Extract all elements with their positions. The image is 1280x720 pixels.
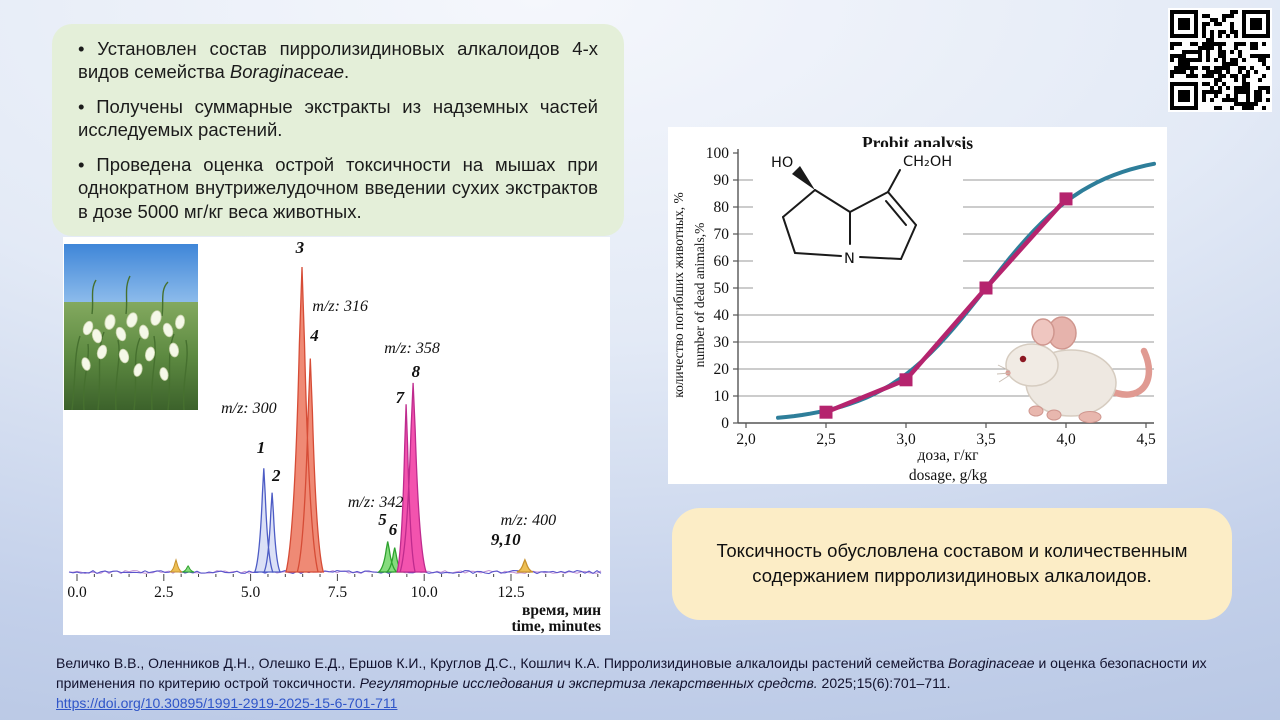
probit-x-axis-label-ru: доза, г/кг	[917, 447, 979, 464]
mz-label: m/z: 316	[312, 298, 368, 315]
bullet-glyph: •	[78, 95, 97, 117]
flower-bells	[81, 310, 185, 381]
citation-text: Величко В.В., Оленников Д.Н., Олешко Е.Д…	[56, 655, 1207, 691]
chrom-x-tick: 7.5	[328, 584, 348, 601]
probit-panel: Probit analysis количество погибших живо…	[668, 127, 1167, 484]
chrom-x-tick: 0.0	[67, 584, 87, 601]
mz-label: m/z: 342	[348, 494, 404, 511]
mouse-whiskers	[996, 364, 1011, 383]
mouse-head	[1005, 343, 1059, 387]
chromatogram-panel: 0.0 2.5 5.0 7.5 10.0 12.5 время, мин time, minu…	[63, 237, 610, 635]
observed-data-point	[819, 405, 833, 419]
summary-bullet: • Проведена оценка острой токсичности на…	[78, 153, 598, 222]
bullet-glyph: •	[78, 153, 97, 175]
wedge-bond	[792, 166, 815, 190]
probit-x-axis-label-en: dosage, g/kg	[908, 467, 988, 484]
probit-y-tick: 10	[714, 388, 730, 405]
probit-y-tick: 100	[706, 145, 730, 162]
probit-y-tick: 90	[714, 172, 730, 189]
peak-number-label: 4	[309, 326, 319, 345]
probit-y-tick: 40	[714, 307, 730, 324]
mouse-front-paw	[1028, 405, 1044, 417]
hydroxyl-label: HO	[771, 155, 793, 171]
doi-link[interactable]: https://doi.org/10.30895/1991-2919-2025-…	[56, 695, 398, 712]
mouse-illustration	[996, 316, 1153, 423]
probit-y-tick: 50	[714, 280, 730, 297]
probit-x-tick: 4,5	[1136, 431, 1156, 448]
citation-segment: и оценка безопасности их применения по к…	[56, 655, 1207, 691]
chrom-x-tick: 10.0	[411, 584, 438, 601]
bullet-glyph: •	[78, 38, 98, 59]
qr-code	[1168, 8, 1272, 112]
chrom-x-axis-label-ru: время, мин	[522, 602, 601, 619]
mz-label: m/z: 300	[221, 400, 277, 417]
toxicity-box: Токсичность обусловлена составом и колич…	[672, 508, 1232, 620]
probit-y-tick: 70	[714, 226, 730, 243]
probit-y-tick: 60	[714, 253, 730, 270]
citation: Величко В.В., Оленников Д.Н., Олешко Е.Д…	[56, 654, 1236, 714]
mouse-front-paw-2	[1046, 409, 1062, 421]
summary-box: • Установлен состав пирролизидиновых алк…	[52, 24, 624, 237]
observed-data-point	[979, 281, 993, 295]
retronecine-structure-icon: HO CH₂OH N	[753, 147, 963, 292]
probit-x-tick: 3,0	[896, 431, 916, 448]
probit-y-tick: 30	[714, 334, 730, 351]
mz-label: m/z: 358	[384, 340, 440, 357]
citation-segment: Boraginaceae	[948, 655, 1035, 671]
grass-blades	[71, 275, 188, 410]
peak-number-label: 9,10	[491, 530, 521, 549]
peak-number-label: 2	[271, 466, 281, 485]
mouse-eye	[1019, 355, 1027, 363]
probit-x-tick: 3,5	[976, 431, 996, 448]
probit-y-tick: 20	[714, 361, 730, 378]
peak-number-label: 7	[396, 388, 406, 407]
flower-photo	[64, 244, 198, 410]
observed-data-point	[1059, 192, 1073, 206]
ch2oh-label: CH₂OH	[903, 154, 952, 170]
peak-number-label: 3	[295, 238, 305, 257]
mouse-ear-front	[1031, 318, 1055, 346]
mz-label: m/z: 400	[501, 512, 557, 529]
peak-number-label: 6	[389, 520, 398, 539]
probit-x-tick: 2,5	[816, 431, 836, 448]
toxicity-text: Токсичность обусловлена составом и колич…	[716, 540, 1188, 586]
citation-segment: Величко В.В., Оленников Д.Н., Олешко Е.Д…	[56, 655, 949, 671]
citation-segment: 2025;15(6):701–711.	[817, 674, 951, 691]
peak-number-label: 5	[378, 510, 387, 529]
peak-number-label: 1	[257, 438, 266, 457]
chrom-x-tick: 12.5	[497, 584, 524, 601]
probit-y-tick: 80	[714, 199, 730, 216]
summary-bullet: • Получены суммарные экстракты из надзем…	[78, 95, 598, 141]
qr-code-canvas	[1168, 8, 1272, 112]
citation-segment: Регуляторные исследования и экспертиза л…	[359, 674, 818, 691]
summary-bullet: • Установлен состав пирролизидиновых алк…	[78, 38, 599, 83]
observed-data-point	[899, 373, 913, 387]
chrom-x-axis-label-en: time, minutes	[511, 618, 601, 635]
nitrogen-label: N	[844, 251, 855, 267]
mouse-tail	[1104, 347, 1153, 398]
probit-x-tick: 2,0	[736, 431, 756, 448]
chrom-x-tick: 5.0	[241, 584, 261, 601]
chrom-x-tick: 2.5	[154, 584, 174, 601]
probit-x-tick: 4,0	[1056, 431, 1076, 448]
mouse-hind-paw	[1078, 411, 1102, 423]
probit-y-tick: 0	[721, 415, 729, 432]
peak-number-label: 8	[412, 362, 421, 381]
summary-bullets: • Установлен состав пирролизидиновых алк…	[78, 37, 598, 223]
observed-mortality-line	[825, 197, 1068, 415]
